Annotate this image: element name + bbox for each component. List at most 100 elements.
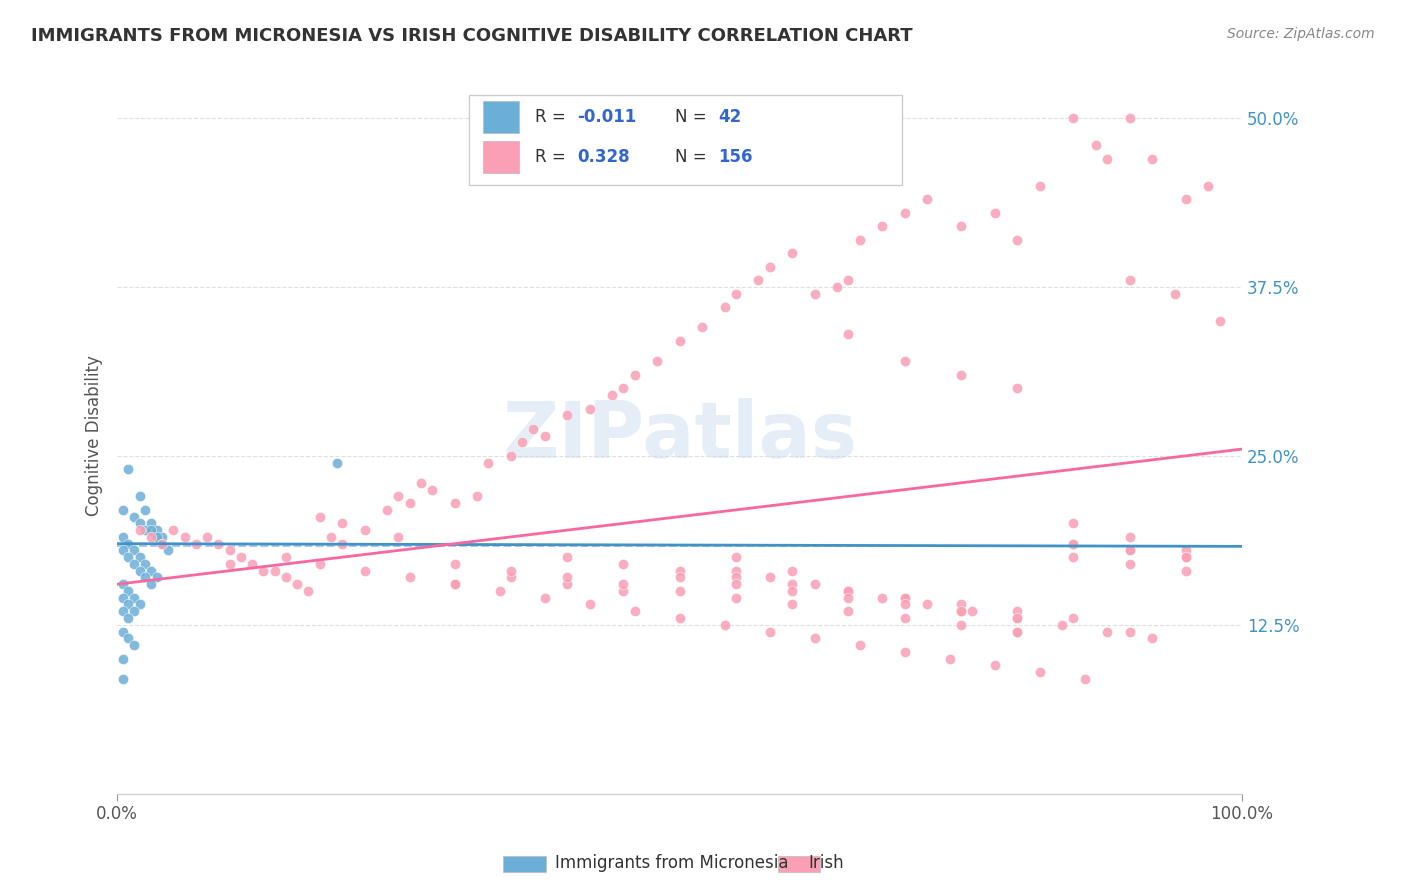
Point bbox=[1118, 111, 1140, 125]
Point bbox=[949, 598, 972, 612]
Y-axis label: Cognitive Disability: Cognitive Disability bbox=[86, 355, 103, 516]
Point bbox=[240, 557, 263, 571]
Point bbox=[207, 536, 229, 550]
Point bbox=[645, 354, 668, 368]
Point bbox=[983, 205, 1005, 219]
Text: Immigrants from Micronesia: Immigrants from Micronesia bbox=[555, 855, 789, 872]
Point bbox=[150, 530, 173, 544]
Point bbox=[128, 564, 150, 578]
Point bbox=[1140, 152, 1163, 166]
Point bbox=[1005, 233, 1028, 247]
Point bbox=[1163, 286, 1185, 301]
Point bbox=[420, 483, 443, 497]
Point bbox=[1174, 564, 1197, 578]
FancyBboxPatch shape bbox=[482, 141, 519, 173]
Point bbox=[1118, 530, 1140, 544]
Point bbox=[758, 260, 780, 274]
Text: N =: N = bbox=[675, 148, 711, 166]
Point bbox=[443, 557, 465, 571]
Point bbox=[724, 570, 747, 584]
Point bbox=[1118, 543, 1140, 558]
Point bbox=[938, 651, 960, 665]
Point bbox=[533, 428, 555, 442]
Point bbox=[724, 564, 747, 578]
Point bbox=[465, 489, 488, 503]
Point bbox=[1005, 604, 1028, 618]
Point bbox=[443, 496, 465, 510]
Point bbox=[780, 577, 803, 591]
Text: 156: 156 bbox=[718, 148, 752, 166]
Point bbox=[1028, 665, 1050, 679]
Point bbox=[533, 591, 555, 605]
Point bbox=[758, 624, 780, 639]
Point bbox=[668, 564, 690, 578]
Point bbox=[555, 577, 578, 591]
Point bbox=[837, 591, 859, 605]
Point bbox=[122, 509, 145, 524]
Point bbox=[837, 273, 859, 287]
Point bbox=[893, 598, 915, 612]
Point bbox=[111, 577, 134, 591]
Point bbox=[162, 523, 184, 537]
Point bbox=[747, 273, 769, 287]
Text: R =: R = bbox=[534, 108, 571, 127]
Point bbox=[263, 564, 285, 578]
Point bbox=[173, 530, 195, 544]
Point bbox=[623, 368, 645, 382]
Point bbox=[837, 584, 859, 599]
Point bbox=[139, 530, 162, 544]
Point bbox=[870, 591, 893, 605]
Point bbox=[274, 550, 297, 565]
Text: R =: R = bbox=[534, 148, 571, 166]
Point bbox=[555, 550, 578, 565]
Text: 0.328: 0.328 bbox=[578, 148, 630, 166]
Point bbox=[848, 233, 870, 247]
Point bbox=[690, 320, 713, 334]
Point bbox=[724, 577, 747, 591]
Point bbox=[555, 409, 578, 423]
Point bbox=[134, 570, 156, 584]
Point bbox=[1005, 624, 1028, 639]
Point bbox=[803, 577, 825, 591]
Point bbox=[499, 570, 522, 584]
Point bbox=[252, 564, 274, 578]
Point bbox=[111, 624, 134, 639]
Point bbox=[623, 604, 645, 618]
Point bbox=[111, 503, 134, 517]
Point bbox=[668, 584, 690, 599]
Point bbox=[1140, 632, 1163, 646]
Point bbox=[128, 550, 150, 565]
Point bbox=[803, 286, 825, 301]
Point bbox=[319, 530, 342, 544]
Point bbox=[117, 536, 139, 550]
Point bbox=[893, 205, 915, 219]
Point bbox=[134, 557, 156, 571]
Point bbox=[578, 598, 600, 612]
Point bbox=[949, 604, 972, 618]
Point bbox=[612, 577, 634, 591]
Text: -0.011: -0.011 bbox=[578, 108, 637, 127]
Point bbox=[1062, 536, 1084, 550]
Point bbox=[1174, 550, 1197, 565]
Point bbox=[1174, 550, 1197, 565]
Point bbox=[1174, 543, 1197, 558]
Point bbox=[1005, 611, 1028, 625]
Point bbox=[122, 557, 145, 571]
Point bbox=[1073, 672, 1095, 686]
Point bbox=[139, 516, 162, 531]
Point bbox=[893, 611, 915, 625]
Point bbox=[353, 523, 375, 537]
Point bbox=[117, 550, 139, 565]
Point bbox=[949, 604, 972, 618]
Point bbox=[915, 598, 938, 612]
Point bbox=[713, 617, 735, 632]
Point bbox=[949, 219, 972, 233]
Point bbox=[837, 584, 859, 599]
Point bbox=[195, 530, 218, 544]
Point bbox=[128, 489, 150, 503]
Text: 42: 42 bbox=[718, 108, 741, 127]
Point bbox=[1005, 611, 1028, 625]
Point bbox=[111, 604, 134, 618]
Point bbox=[111, 651, 134, 665]
Point bbox=[150, 536, 173, 550]
